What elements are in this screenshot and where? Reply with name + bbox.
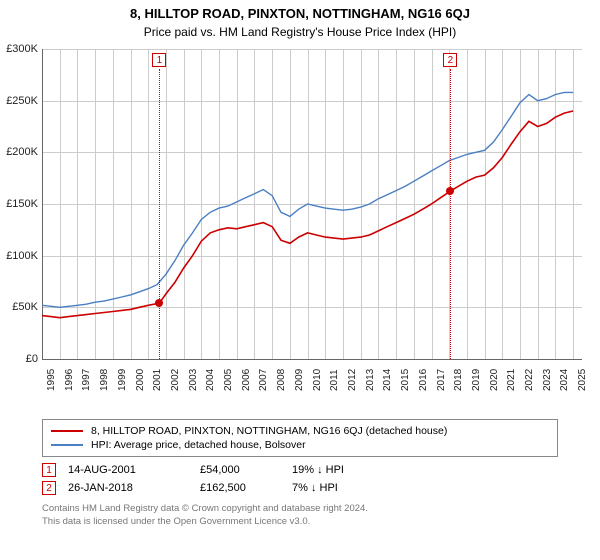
x-tick-label: 2002 xyxy=(170,369,181,391)
marker-line xyxy=(450,69,451,359)
marker-id-box: 2 xyxy=(42,481,56,495)
x-tick-label: 2023 xyxy=(542,369,553,391)
x-tick-label: 2025 xyxy=(577,369,588,391)
x-tick-label: 1999 xyxy=(117,369,128,391)
marker-data-rows: 1 14-AUG-2001 £54,000 19% ↓ HPI 2 26-JAN-2018… xyxy=(0,461,600,497)
marker-data-row: 2 26-JAN-2018 £162,500 7% ↓ HPI xyxy=(0,479,600,497)
x-tick-label: 2011 xyxy=(329,369,340,391)
y-tick-label: £100K xyxy=(0,250,38,262)
legend: 8, HILLTOP ROAD, PINXTON, NOTTINGHAM, NG… xyxy=(42,419,558,457)
marker-data-row: 1 14-AUG-2001 £54,000 19% ↓ HPI xyxy=(0,461,600,479)
series-line-1 xyxy=(42,92,573,307)
y-tick-label: £50K xyxy=(0,301,38,313)
x-tick-label: 2022 xyxy=(524,369,535,391)
x-tick-label: 2019 xyxy=(471,369,482,391)
legend-label: 8, HILLTOP ROAD, PINXTON, NOTTINGHAM, NG… xyxy=(91,425,447,437)
y-tick-label: £300K xyxy=(0,43,38,55)
marker-pct: 19% ↓ HPI xyxy=(292,464,392,476)
x-tick-label: 1997 xyxy=(81,369,92,391)
marker-date: 14-AUG-2001 xyxy=(68,464,188,476)
x-tick-label: 2017 xyxy=(436,369,447,391)
x-tick-label: 2003 xyxy=(188,369,199,391)
x-tick-label: 2014 xyxy=(382,369,393,391)
legend-row: HPI: Average price, detached house, Bols… xyxy=(51,438,549,452)
axis-line xyxy=(42,359,582,360)
x-tick-label: 2009 xyxy=(294,369,305,391)
chart-subtitle: Price paid vs. HM Land Registry's House … xyxy=(0,21,600,45)
x-tick-label: 2020 xyxy=(489,369,500,391)
series-svg xyxy=(42,49,582,359)
credits: Contains HM Land Registry data © Crown c… xyxy=(0,497,600,529)
x-tick-label: 2015 xyxy=(400,369,411,391)
x-tick-label: 1995 xyxy=(46,369,57,391)
y-tick-label: £0 xyxy=(0,353,38,365)
x-tick-label: 2006 xyxy=(241,369,252,391)
legend-label: HPI: Average price, detached house, Bols… xyxy=(91,439,306,451)
x-tick-label: 2001 xyxy=(152,369,163,391)
x-tick-label: 2018 xyxy=(453,369,464,391)
marker-price: £162,500 xyxy=(200,482,280,494)
x-tick-label: 2012 xyxy=(347,369,358,391)
marker-pct: 7% ↓ HPI xyxy=(292,482,392,494)
x-tick-label: 2016 xyxy=(418,369,429,391)
legend-swatch xyxy=(51,430,83,432)
legend-swatch xyxy=(51,444,83,446)
marker-box: 2 xyxy=(443,53,457,67)
marker-box: 1 xyxy=(152,53,166,67)
x-tick-label: 2005 xyxy=(223,369,234,391)
x-tick-label: 2021 xyxy=(506,369,517,391)
x-tick-label: 2010 xyxy=(312,369,323,391)
credits-line-1: Contains HM Land Registry data © Crown c… xyxy=(42,503,600,516)
marker-line xyxy=(159,69,160,359)
x-tick-label: 2008 xyxy=(276,369,287,391)
y-tick-label: £250K xyxy=(0,95,38,107)
x-tick-label: 2013 xyxy=(365,369,376,391)
x-tick-label: 1998 xyxy=(99,369,110,391)
plot-area: £0 £50K £100K £150K £200K £250K £300K 1995 1996 1… xyxy=(0,45,600,415)
y-tick-label: £200K xyxy=(0,146,38,158)
credits-line-2: This data is licensed under the Open Gov… xyxy=(42,516,600,529)
y-tick-label: £150K xyxy=(0,198,38,210)
x-tick-label: 2007 xyxy=(258,369,269,391)
x-tick-label: 1996 xyxy=(64,369,75,391)
marker-price: £54,000 xyxy=(200,464,280,476)
chart-title: 8, HILLTOP ROAD, PINXTON, NOTTINGHAM, NG… xyxy=(0,0,600,21)
x-tick-label: 2004 xyxy=(205,369,216,391)
marker-date: 26-JAN-2018 xyxy=(68,482,188,494)
x-tick-label: 2024 xyxy=(559,369,570,391)
legend-row: 8, HILLTOP ROAD, PINXTON, NOTTINGHAM, NG… xyxy=(51,424,549,438)
x-tick-label: 2000 xyxy=(135,369,146,391)
marker-id-box: 1 xyxy=(42,463,56,477)
